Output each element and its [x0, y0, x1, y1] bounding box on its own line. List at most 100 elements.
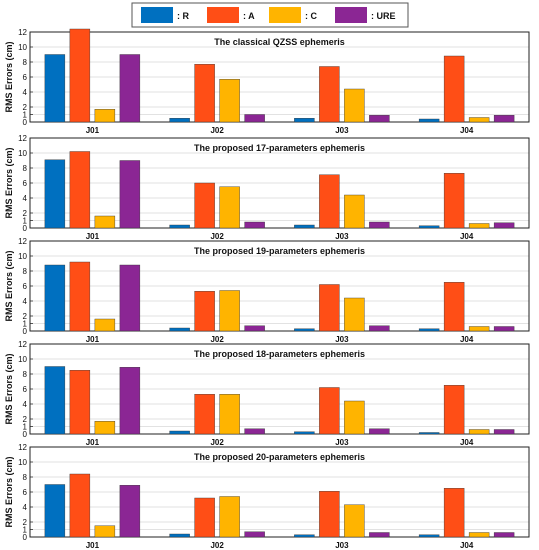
bar-r-j03 [294, 431, 315, 435]
y-tick-label: 0 [23, 430, 28, 439]
bar-c-j03 [344, 194, 365, 229]
bar-a-j01 [69, 151, 91, 229]
y-tick-label: 6 [23, 73, 28, 82]
y-tick-label: 10 [18, 252, 27, 261]
bar-ure-j02 [244, 221, 265, 229]
bar-ure-j01 [119, 264, 141, 332]
bar-ure-j02 [244, 325, 265, 332]
legend-swatch-r [141, 7, 173, 23]
bar-a-j01 [69, 261, 91, 332]
bar-a-j03 [319, 491, 340, 538]
legend-label-a: : A [243, 11, 255, 21]
bar-ure-j01 [119, 367, 141, 435]
chart-title: The proposed 17-parameters ephemeris [194, 143, 365, 153]
bar-ure-j03 [369, 428, 390, 435]
chart-title: The proposed 18-parameters ephemeris [194, 349, 365, 359]
legend-item-a: : A [207, 7, 255, 23]
plot-frame [29, 343, 530, 435]
y-tick-label: 2 [23, 103, 28, 112]
bar-ure-j01 [119, 160, 141, 229]
bar-ure-j03 [369, 115, 390, 123]
chart-title: The classical QZSS ephemeris [214, 37, 345, 47]
legend-label-ure: : URE [371, 11, 396, 21]
bar-c-j01 [94, 109, 116, 123]
y-tick-label: 6 [23, 282, 28, 291]
y-tick-label: 2 [23, 312, 28, 321]
bar-r-j03 [294, 224, 315, 229]
bar-r-j02 [169, 327, 190, 332]
y-tick-label: 12 [18, 443, 27, 452]
bar-ure-j04 [493, 222, 515, 229]
y-tick-label: 12 [18, 237, 27, 246]
bar-ure-j02 [244, 428, 265, 435]
legend-label-r: : R [177, 11, 189, 21]
y-tick-label: 1 [23, 526, 28, 535]
y-tick-label: 0 [23, 533, 28, 542]
bar-c-j01 [94, 318, 116, 332]
bar-r-j04 [418, 328, 440, 332]
bar-c-j03 [344, 88, 365, 123]
y-tick-label: 8 [23, 164, 28, 173]
y-tick-label: 8 [23, 267, 28, 276]
bar-r-j04 [418, 118, 440, 123]
plot-frame [29, 446, 530, 538]
y-tick-label: 6 [23, 385, 28, 394]
y-axis-label: RMS Errors (cm) [4, 147, 14, 218]
bar-ure-j01 [119, 485, 141, 538]
y-tick-label: 1 [23, 111, 28, 120]
bar-c-j01 [94, 421, 116, 435]
y-tick-label: 4 [23, 297, 28, 306]
bar-ure-j02 [244, 531, 265, 538]
y-tick-label: 12 [18, 28, 27, 37]
x-tick-label: J02 [210, 232, 224, 241]
x-tick-label: J02 [210, 541, 224, 550]
y-tick-label: 2 [23, 415, 28, 424]
y-tick-label: 10 [18, 43, 27, 52]
bar-r-j04 [418, 432, 440, 435]
x-tick-label: J01 [86, 438, 100, 447]
bar-c-j03 [344, 400, 365, 435]
y-axis-label: RMS Errors (cm) [4, 250, 14, 321]
bar-a-j02 [194, 497, 215, 538]
bar-a-j04 [443, 385, 465, 435]
y-tick-label: 0 [23, 327, 28, 336]
y-axis-label: RMS Errors (cm) [4, 41, 14, 112]
legend-swatch-ure [335, 7, 367, 23]
y-tick-label: 6 [23, 179, 28, 188]
bar-a-j04 [443, 55, 465, 123]
y-tick-label: 4 [23, 400, 28, 409]
bar-ure-j03 [369, 221, 390, 229]
legend-swatch-c [269, 7, 301, 23]
bar-ure-j01 [119, 54, 141, 123]
x-tick-label: J04 [460, 541, 474, 550]
bar-r-j01 [44, 159, 66, 229]
bar-a-j02 [194, 182, 215, 229]
y-tick-label: 12 [18, 340, 27, 349]
bar-ure-j04 [493, 532, 515, 538]
bar-c-j03 [344, 504, 365, 538]
x-tick-label: J01 [86, 232, 100, 241]
chart-title: The proposed 20-parameters ephemeris [194, 452, 365, 462]
bar-r-j03 [294, 328, 315, 332]
y-tick-label: 1 [23, 320, 28, 329]
bar-a-j03 [319, 66, 340, 123]
bar-a-j03 [319, 174, 340, 229]
bar-ure-j02 [244, 114, 265, 123]
plot-frame [29, 137, 530, 229]
x-tick-label: J01 [86, 541, 100, 550]
y-axis-label: RMS Errors (cm) [4, 456, 14, 527]
y-tick-label: 1 [23, 217, 28, 226]
chart-title: The proposed 19-parameters ephemeris [194, 246, 365, 256]
bar-a-j01 [69, 370, 91, 435]
bar-r-j01 [44, 484, 66, 538]
bar-c-j02 [219, 394, 240, 435]
x-tick-label: J03 [335, 438, 349, 447]
legend: : R: A: C: URE [131, 2, 409, 28]
y-tick-label: 8 [23, 473, 28, 482]
bar-a-j03 [319, 387, 340, 435]
